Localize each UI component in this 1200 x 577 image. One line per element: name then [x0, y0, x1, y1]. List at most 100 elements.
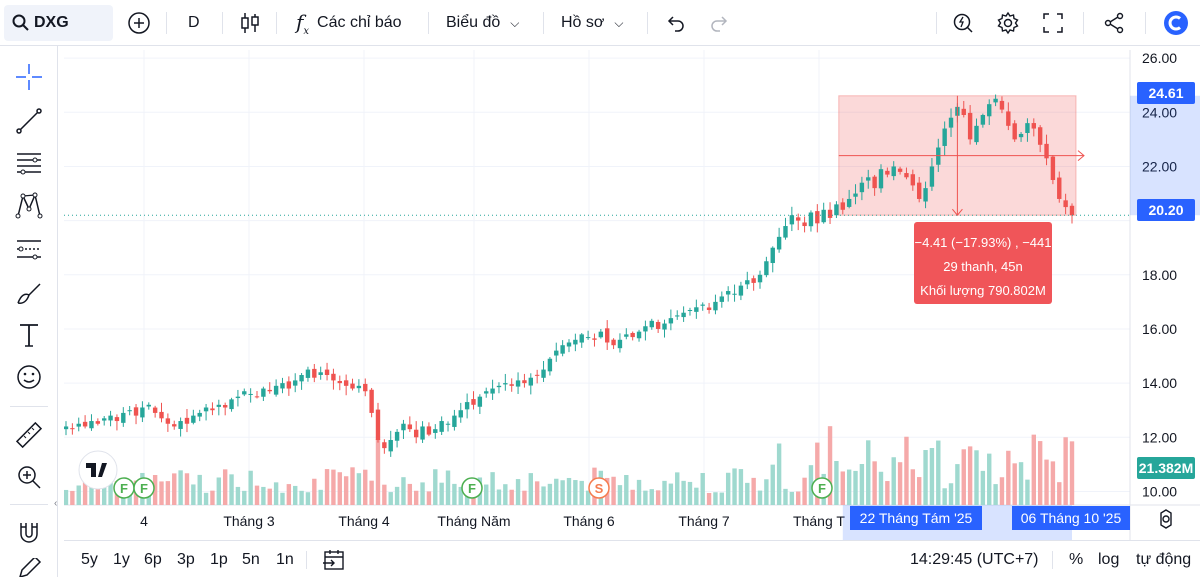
interval-button[interactable]: D	[188, 14, 200, 31]
volume-bar	[738, 469, 744, 505]
candle-body	[897, 168, 903, 172]
divider	[1083, 12, 1084, 34]
candle-body	[796, 217, 801, 221]
range-6m-button[interactable]: 6p	[144, 551, 162, 568]
candle-body	[929, 166, 935, 187]
chart-type-button[interactable]	[240, 0, 260, 46]
profile-menu-button[interactable]: Hồ sơ ⌵	[561, 0, 624, 46]
candle-body	[235, 396, 241, 399]
volume-bar	[369, 480, 374, 505]
goto-date-button[interactable]	[322, 549, 346, 576]
crosshair-tool[interactable]	[14, 62, 44, 92]
candle-body	[458, 410, 463, 418]
lightning-search-icon	[953, 13, 973, 33]
time-axis-label: Tháng 7	[678, 513, 730, 529]
candle-body	[891, 166, 896, 177]
candle-body	[592, 338, 597, 340]
price-axis-label: 26.00	[1142, 50, 1177, 66]
emoji-tool[interactable]	[14, 362, 44, 392]
measure-tool[interactable]	[14, 420, 44, 450]
volume-bar	[522, 490, 527, 505]
magnet-tool[interactable]	[14, 518, 44, 548]
candle-body	[515, 380, 521, 387]
candle-body	[343, 380, 349, 386]
volume-bar	[203, 492, 209, 505]
volume-bar	[687, 481, 693, 505]
volume-tag: 21.382M	[1137, 457, 1195, 479]
zoom-tool[interactable]	[14, 462, 44, 492]
candle-body	[210, 408, 215, 411]
settings-button[interactable]	[996, 0, 1020, 46]
range-1y-button[interactable]: 1y	[113, 551, 130, 568]
magnet-icon	[20, 523, 38, 543]
candle-body	[267, 389, 272, 392]
symbol-search[interactable]: DXG	[4, 5, 113, 41]
trend-line-tool[interactable]	[14, 106, 44, 136]
bottom-toolbar: 5y 1y 6p 3p 1p 5n 1n 14:29:45 (UTC+7) % …	[64, 540, 1200, 577]
volume-bar	[248, 470, 253, 505]
redo-icon	[711, 16, 728, 32]
candle-body	[554, 350, 559, 356]
text-tool[interactable]	[14, 320, 44, 350]
range-5d-button[interactable]: 5n	[242, 551, 260, 568]
brand-logo[interactable]	[1163, 0, 1189, 46]
chart-menu-button[interactable]: Biểu đồ ⌵	[446, 0, 519, 46]
candle-body	[140, 407, 145, 418]
volume-bar	[751, 477, 756, 505]
volume-bar	[1050, 461, 1056, 505]
tradingview-logo	[78, 450, 118, 490]
percent-scale-toggle[interactable]: %	[1069, 551, 1084, 568]
range-5y-button[interactable]: 5y	[81, 551, 98, 568]
price-chart[interactable]: 26.00 24.00 22.00 18.00 16.00 14.00 12.00 10.00…	[63, 50, 1200, 540]
compare-symbol-button[interactable]	[127, 0, 151, 46]
volume-bar	[929, 448, 935, 505]
volume-bar	[554, 478, 559, 505]
trend-line-icon	[16, 108, 42, 134]
volume-bar	[776, 443, 782, 505]
lock-drawings-tool[interactable]	[14, 558, 44, 577]
divider	[10, 406, 48, 407]
range-1m-button[interactable]: 1p	[210, 551, 228, 568]
volume-bar	[846, 469, 852, 505]
chart-pane[interactable]: 26.00 24.00 22.00 18.00 16.00 14.00 12.00 10.00…	[63, 50, 1200, 540]
divider	[10, 504, 48, 505]
time-axis-label: 4	[140, 513, 148, 529]
pattern-tool[interactable]	[14, 190, 44, 220]
candle-body	[102, 418, 107, 421]
log-scale-toggle[interactable]: log	[1098, 551, 1120, 568]
volume-bar	[242, 490, 247, 505]
undo-button[interactable]	[665, 0, 685, 46]
redo-button[interactable]	[710, 0, 730, 46]
indicators-button[interactable]: fx Các chỉ báo	[296, 0, 402, 46]
forecast-tool[interactable]	[14, 234, 44, 264]
volume-bar	[299, 490, 304, 505]
candle-body	[229, 399, 234, 410]
candle-body	[95, 421, 101, 424]
quick-search-button[interactable]	[952, 0, 974, 46]
volume-bar	[1006, 450, 1011, 505]
volume-bar	[866, 440, 871, 505]
candle-body	[738, 285, 744, 296]
volume-bar	[343, 476, 349, 505]
share-button[interactable]	[1103, 0, 1125, 46]
candle-body	[496, 385, 502, 388]
range-3m-button[interactable]: 3p	[177, 551, 195, 568]
time-axis-settings-button[interactable]	[1155, 508, 1179, 532]
measure-volume: Khối lượng 790.802M	[920, 283, 1046, 298]
clock-timezone[interactable]: 14:29:45 (UTC+7)	[910, 551, 1039, 568]
auto-scale-toggle[interactable]: tự động	[1136, 551, 1192, 568]
divider	[1145, 12, 1146, 34]
brush-tool[interactable]	[14, 278, 44, 308]
volume-bar	[426, 491, 432, 505]
volume-bar	[681, 480, 686, 505]
range-1d-button[interactable]: 1n	[276, 551, 294, 568]
fib-tool[interactable]	[14, 148, 44, 178]
candle-body	[675, 315, 680, 317]
fullscreen-button[interactable]	[1042, 0, 1064, 46]
volume-bar	[974, 450, 979, 505]
candle-body	[534, 374, 540, 376]
volume-bar	[273, 482, 279, 505]
sidebar-collapse-handle[interactable]: ‹	[54, 498, 58, 509]
candle-body	[579, 334, 584, 343]
volume-bar	[980, 470, 986, 505]
